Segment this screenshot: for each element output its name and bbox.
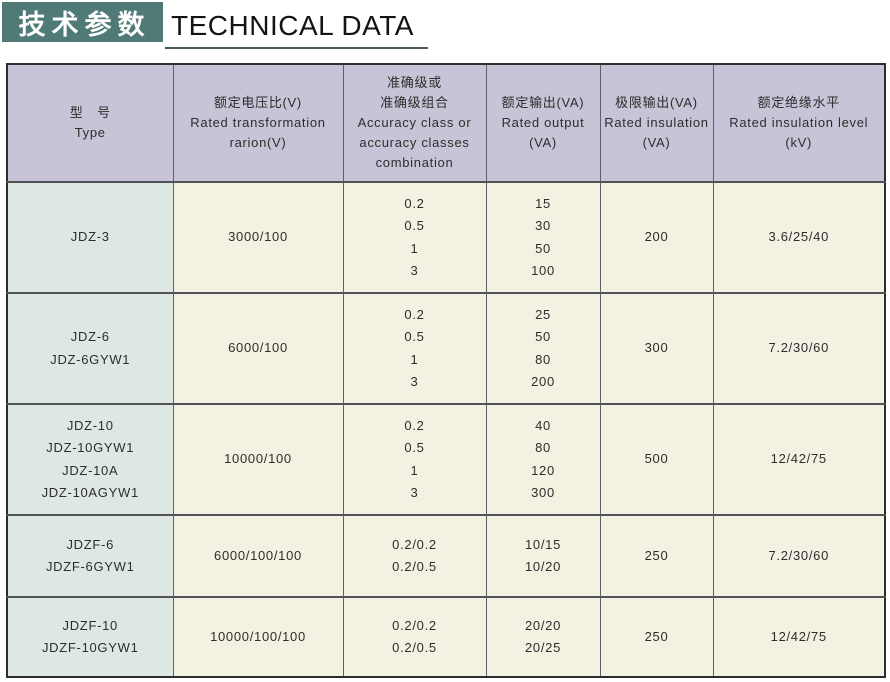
cell-accuracy: 0.2/0.2 0.2/0.5 [342,597,487,677]
cell-level: 7.2/30/60 [712,293,886,404]
cell-output: 20/20 20/25 [485,597,601,677]
cell-ratio: 6000/100 [172,293,344,404]
cell-limit: 300 [599,293,714,404]
cell-accuracy: 0.2 0.5 1 3 [342,182,487,293]
cell-accuracy: 0.2 0.5 1 3 [342,404,487,515]
cell-type: JDZ-6 JDZ-6GYW1 [6,293,174,404]
cell-type: JDZF-6 JDZF-6GYW1 [6,515,174,597]
cell-output: 25 50 80 200 [485,293,601,404]
table-row-jdz-10: JDZ-10 JDZ-10GYW1 JDZ-10A JDZ-10AGYW1 10… [6,404,886,515]
cell-ratio: 10000/100 [172,404,344,515]
table-row-jdz-3: JDZ-3 3000/100 0.2 0.5 1 3 15 30 50 100 … [6,182,886,293]
cell-level: 3.6/25/40 [712,182,886,293]
page-header: 技术参数 TECHNICAL DATA [2,2,890,49]
section-title-english: TECHNICAL DATA [165,10,428,49]
cell-accuracy: 0.2 0.5 1 3 [342,293,487,404]
cell-ratio: 6000/100/100 [172,515,344,597]
col-header-rated-output: 额定输出(VA) Rated output (VA) [485,64,601,182]
col-header-limit-output: 极限输出(VA) Rated insulation (VA) [599,64,714,182]
cell-type: JDZF-10 JDZF-10GYW1 [6,597,174,677]
table-row-jdz-6: JDZ-6 JDZ-6GYW1 6000/100 0.2 0.5 1 3 25 … [6,293,886,404]
cell-limit: 200 [599,182,714,293]
section-title-chinese: 技术参数 [2,2,163,42]
cell-output: 40 80 120 300 [485,404,601,515]
cell-ratio: 3000/100 [172,182,344,293]
cell-level: 12/42/75 [712,597,886,677]
cell-limit: 250 [599,597,714,677]
cell-ratio: 10000/100/100 [172,597,344,677]
cell-limit: 250 [599,515,714,597]
table-row-jdzf-10: JDZF-10 JDZF-10GYW1 10000/100/100 0.2/0.… [6,597,886,677]
cell-output: 10/15 10/20 [485,515,601,597]
cell-type: JDZ-10 JDZ-10GYW1 JDZ-10A JDZ-10AGYW1 [6,404,174,515]
cell-output: 15 30 50 100 [485,182,601,293]
col-header-rated-voltage-ratio: 额定电压比(V) Rated transformation rarion(V) [172,64,344,182]
cell-level: 12/42/75 [712,404,886,515]
col-header-accuracy-class: 准确级或 准确级组合 Accuracy class or accuracy cl… [342,64,487,182]
cell-type: JDZ-3 [6,182,174,293]
table-row-jdzf-6: JDZF-6 JDZF-6GYW1 6000/100/100 0.2/0.2 0… [6,515,886,597]
technical-data-table: 型 号 Type 额定电压比(V) Rated transformation r… [6,63,886,678]
table-header-row: 型 号 Type 额定电压比(V) Rated transformation r… [6,64,886,182]
col-header-type: 型 号 Type [6,64,174,182]
col-header-insulation-level: 额定绝缘水平 Rated insulation level (kV) [712,64,886,182]
cell-limit: 500 [599,404,714,515]
cell-level: 7.2/30/60 [712,515,886,597]
cell-accuracy: 0.2/0.2 0.2/0.5 [342,515,487,597]
